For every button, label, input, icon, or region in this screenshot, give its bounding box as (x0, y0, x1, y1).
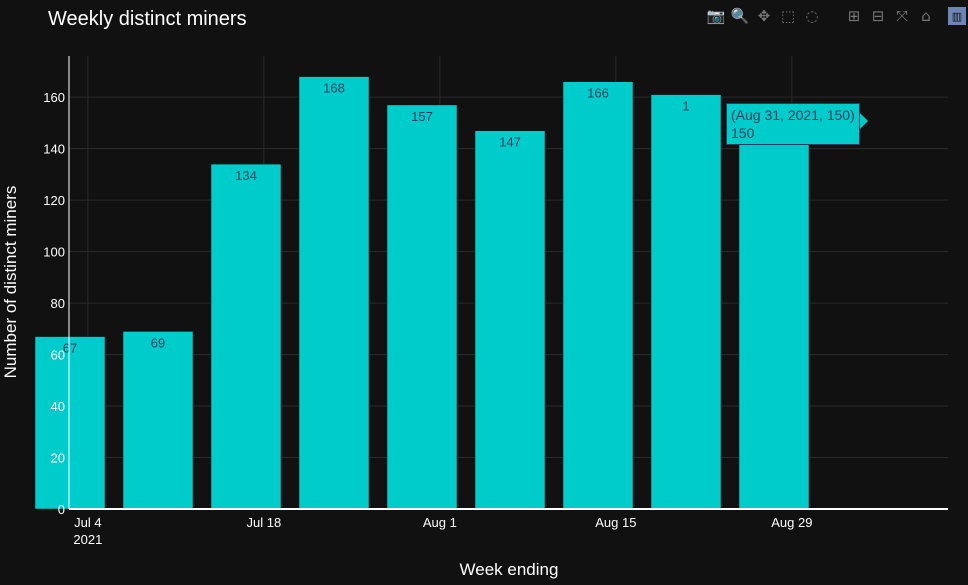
camera-icon[interactable]: 📷 (706, 7, 726, 25)
x-tick-label: Jul 4 (74, 515, 101, 530)
tooltip-line-2: 150 (731, 125, 755, 141)
pan-icon[interactable]: ✥ (757, 7, 771, 25)
x-tick-label: Aug 15 (595, 515, 636, 530)
reset-axes-icon[interactable]: ⌂ (921, 7, 931, 25)
bar-value-label: 147 (499, 135, 521, 150)
bar (34, 336, 106, 510)
bar-value-label: 166 (587, 86, 609, 101)
chart-title: Weekly distinct miners (48, 8, 247, 30)
bars: 67 69 134 168 157 147 166 1 150 (34, 76, 810, 510)
x-axis-title: Week ending (460, 560, 559, 579)
zoom-in-icon[interactable]: ⊞ (847, 7, 861, 25)
y-tick-label: 120 (43, 193, 65, 208)
x-tick-label: Aug 1 (423, 515, 457, 530)
axes: 0 20 40 60 80 100 120 140 160 Jul 4 2021 Jul 18 Aug … (43, 56, 948, 547)
x-tick-label: Jul 18 (247, 515, 282, 530)
bar-value-label: 157 (411, 109, 433, 124)
tooltip-arrow (860, 113, 868, 129)
lasso-select-icon[interactable]: ◌ (805, 7, 819, 25)
zoom-out-icon[interactable]: ⊟ (871, 7, 885, 25)
hover-tooltip: (Aug 31, 2021, 150) 150 (726, 103, 860, 145)
bar (562, 81, 634, 510)
modebar: 📷 🔍 ✥ ⬚ ◌ ⊞ ⊟ ⤧ ⌂ ▥ (706, 5, 966, 27)
bar (210, 163, 282, 510)
x-tick-sublabel: 2021 (73, 532, 102, 547)
x-tick-label: Aug 29 (771, 515, 812, 530)
bar (298, 76, 370, 510)
y-tick-label: 100 (43, 245, 65, 260)
y-tick-label: 160 (43, 90, 65, 105)
plotly-logo-icon[interactable]: ▥ (948, 7, 966, 25)
bar (386, 104, 458, 510)
bar-value-label: 168 (323, 81, 345, 96)
bar (650, 94, 722, 510)
bar (738, 122, 810, 510)
y-tick-label: 20 (51, 451, 65, 466)
bar-value-label: 134 (235, 168, 257, 183)
y-tick-label: 140 (43, 142, 65, 157)
y-axis-title: Number of distinct miners (1, 186, 20, 379)
zoom-icon[interactable]: 🔍 (730, 7, 750, 25)
bar-value-label: 1 (682, 99, 689, 114)
y-tick-label: 40 (51, 399, 65, 414)
tooltip-line-1: (Aug 31, 2021, 150) (731, 107, 855, 123)
bar (122, 331, 194, 510)
y-tick-label: 60 (51, 348, 65, 363)
y-tick-label: 0 (58, 502, 65, 517)
bar-value-label: 69 (151, 335, 165, 350)
autoscale-icon[interactable]: ⤧ (895, 7, 908, 25)
y-tick-label: 80 (51, 296, 65, 311)
bar-value-label: 67 (63, 341, 77, 356)
bar (474, 130, 546, 510)
box-select-icon[interactable]: ⬚ (780, 7, 796, 25)
